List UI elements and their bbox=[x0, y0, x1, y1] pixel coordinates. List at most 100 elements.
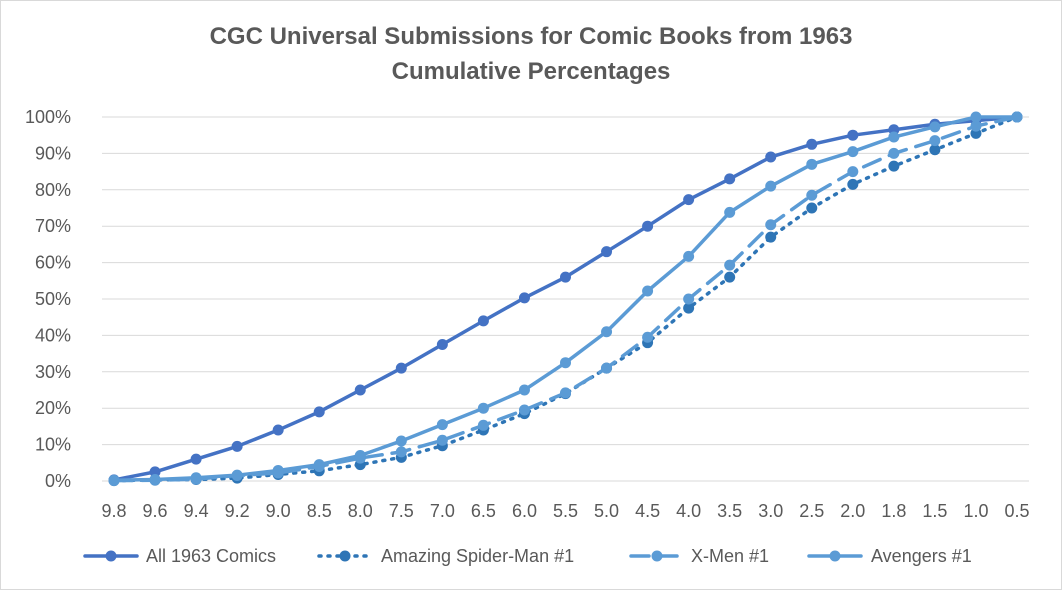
data-point bbox=[231, 469, 243, 481]
y-tick-label: 30% bbox=[35, 362, 71, 382]
data-point bbox=[806, 202, 818, 214]
series-0 bbox=[108, 111, 1023, 486]
x-tick-label: 8.5 bbox=[307, 501, 332, 521]
legend-marker bbox=[105, 550, 117, 562]
data-point bbox=[765, 231, 777, 243]
plot-area bbox=[108, 111, 1023, 487]
x-tick-label: 9.6 bbox=[143, 501, 168, 521]
data-point bbox=[518, 292, 530, 304]
data-point bbox=[642, 220, 654, 232]
legend-label: Amazing Spider-Man #1 bbox=[381, 546, 574, 566]
legend-marker bbox=[339, 550, 351, 562]
x-tick-label: 6.5 bbox=[471, 501, 496, 521]
data-point bbox=[560, 357, 571, 369]
data-point bbox=[765, 180, 777, 192]
data-point bbox=[683, 293, 695, 305]
data-point bbox=[806, 158, 818, 170]
data-point bbox=[395, 446, 407, 458]
legend-marker bbox=[829, 550, 841, 562]
data-point bbox=[231, 440, 243, 452]
y-tick-label: 0% bbox=[45, 471, 71, 491]
data-point bbox=[970, 111, 982, 123]
x-tick-label: 5.0 bbox=[594, 501, 619, 521]
data-point bbox=[765, 151, 777, 163]
data-point bbox=[642, 285, 654, 297]
data-point bbox=[436, 434, 448, 446]
data-point bbox=[518, 384, 530, 396]
data-point bbox=[354, 450, 366, 462]
data-point bbox=[477, 402, 489, 414]
data-point bbox=[847, 166, 859, 178]
data-point bbox=[888, 147, 900, 159]
legend: All 1963 Comics Amazing Spider-Man #1 X-Me… bbox=[83, 546, 972, 566]
data-point bbox=[190, 453, 202, 465]
x-tick-label: 3.0 bbox=[758, 501, 783, 521]
legend-marker bbox=[651, 550, 663, 562]
data-point bbox=[1011, 111, 1023, 123]
x-tick-label: 6.0 bbox=[512, 501, 537, 521]
data-point bbox=[436, 339, 448, 350]
y-tick-label: 90% bbox=[35, 143, 71, 163]
y-axis-ticks: 0% 10% 20% 30% 40% 50% 60% 70% 80% 90% 100% bbox=[25, 107, 71, 491]
data-point bbox=[847, 178, 859, 190]
data-point bbox=[765, 219, 777, 231]
x-tick-label: 0.5 bbox=[1004, 501, 1029, 521]
x-tick-label: 3.5 bbox=[717, 501, 742, 521]
x-tick-label: 8.0 bbox=[348, 501, 373, 521]
data-point bbox=[683, 194, 695, 206]
data-point bbox=[724, 271, 736, 283]
data-point bbox=[642, 331, 654, 343]
data-point bbox=[806, 138, 818, 150]
data-point bbox=[518, 404, 530, 416]
x-tick-label: 7.5 bbox=[389, 501, 414, 521]
y-tick-label: 100% bbox=[25, 107, 71, 127]
x-tick-label: 5.5 bbox=[553, 501, 578, 521]
data-point bbox=[601, 362, 613, 374]
y-tick-label: 80% bbox=[35, 180, 71, 200]
data-point bbox=[560, 387, 571, 399]
data-point bbox=[724, 173, 736, 185]
y-tick-label: 70% bbox=[35, 216, 71, 236]
data-point bbox=[395, 435, 407, 447]
x-tick-label: 9.0 bbox=[266, 501, 291, 521]
data-point bbox=[560, 271, 571, 283]
data-point bbox=[477, 419, 489, 431]
data-point bbox=[929, 144, 941, 156]
x-tick-label: 9.4 bbox=[184, 501, 209, 521]
y-tick-label: 50% bbox=[35, 289, 71, 309]
data-point bbox=[806, 189, 818, 201]
x-tick-label: 1.8 bbox=[881, 501, 906, 521]
data-point bbox=[190, 472, 202, 484]
data-point bbox=[601, 246, 613, 258]
y-tick-label: 40% bbox=[35, 325, 71, 345]
data-point bbox=[724, 206, 736, 218]
gridlines bbox=[102, 116, 1029, 482]
data-point bbox=[272, 464, 284, 476]
data-point bbox=[313, 459, 325, 471]
data-point bbox=[683, 250, 695, 262]
data-point bbox=[477, 315, 489, 327]
chart-subtitle: Cumulative Percentages bbox=[392, 58, 671, 85]
x-tick-label: 2.0 bbox=[840, 501, 865, 521]
legend-label: All 1963 Comics bbox=[146, 546, 276, 566]
data-point bbox=[847, 146, 859, 158]
data-point bbox=[929, 121, 941, 133]
y-tick-label: 20% bbox=[35, 398, 71, 418]
data-point bbox=[970, 120, 982, 132]
series-line bbox=[112, 115, 1019, 483]
data-point bbox=[888, 131, 900, 143]
x-tick-label: 1.0 bbox=[963, 501, 988, 521]
x-tick-label: 7.0 bbox=[430, 501, 455, 521]
data-point bbox=[149, 474, 161, 486]
data-point bbox=[108, 474, 120, 486]
x-tick-label: 4.5 bbox=[635, 501, 660, 521]
data-point bbox=[888, 160, 900, 172]
chart-title: CGC Universal Submissions for Comic Book… bbox=[210, 23, 853, 50]
data-point bbox=[601, 326, 613, 338]
x-axis-ticks: 9.8 9.6 9.4 9.2 9.0 8.5 8.0 7.5 7.0 6.5 6.0 5.5 5.0 4… bbox=[101, 501, 1029, 521]
data-point bbox=[149, 466, 161, 478]
data-point bbox=[436, 419, 448, 431]
x-tick-label: 4.0 bbox=[676, 501, 701, 521]
